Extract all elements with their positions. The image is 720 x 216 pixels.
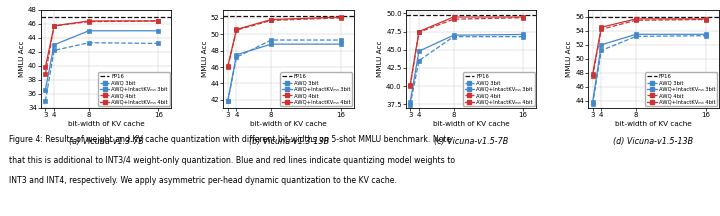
Y-axis label: MMLU Acc: MMLU Acc [19, 41, 25, 77]
Legend: FP16, AWQ 3bit, AWQ+IntactKVₘₙ 3bit, AWQ 4bit, AWQ+IntactKVₘₙ 4bit: FP16, AWQ 3bit, AWQ+IntactKVₘₙ 3bit, AWQ… [98, 72, 170, 106]
Text: INT3 and INT4, respectively. We apply asymmetric per-head dynamic quantization t: INT3 and INT4, respectively. We apply as… [9, 176, 397, 185]
Legend: FP16, AWQ 3bit, AWQ+IntactKVₘₙ 3bit, AWQ 4bit, AWQ+IntactKVₘₙ 4bit: FP16, AWQ 3bit, AWQ+IntactKVₘₙ 3bit, AWQ… [645, 72, 717, 106]
Legend: FP16, AWQ 3bit, AWQ+IntactKVₘₙ 3bit, AWQ 4bit, AWQ+IntactKVₘₙ 4bit: FP16, AWQ 3bit, AWQ+IntactKVₘₙ 3bit, AWQ… [281, 72, 352, 106]
Legend: FP16, AWQ 3bit, AWQ+IntactKVₘₙ 3bit, AWQ 4bit, AWQ+IntactKVₘₙ 4bit: FP16, AWQ 3bit, AWQ+IntactKVₘₙ 3bit, AWQ… [463, 72, 534, 106]
Text: (d) Vicuna-v1.5-13B: (d) Vicuna-v1.5-13B [613, 138, 693, 146]
X-axis label: bit-width of KV cache: bit-width of KV cache [433, 121, 509, 127]
Y-axis label: MMLU Acc: MMLU Acc [377, 41, 383, 77]
X-axis label: bit-width of KV cache: bit-width of KV cache [615, 121, 692, 127]
Y-axis label: MMLU Acc: MMLU Acc [202, 41, 207, 77]
Y-axis label: MMLU Acc: MMLU Acc [567, 41, 572, 77]
Text: Figure 4: Results of weight and KV cache quantization with different bit-widths : Figure 4: Results of weight and KV cache… [9, 135, 451, 144]
Text: (c) Vicuna-v1.5-7B: (c) Vicuna-v1.5-7B [434, 138, 508, 146]
Text: that this is additional to INT3/4 weight-only quantization. Blue and red lines i: that this is additional to INT3/4 weight… [9, 156, 454, 165]
X-axis label: bit-width of KV cache: bit-width of KV cache [251, 121, 327, 127]
X-axis label: bit-width of KV cache: bit-width of KV cache [68, 121, 145, 127]
Text: (a) Vicuna-v1.3-7B: (a) Vicuna-v1.3-7B [69, 138, 143, 146]
Text: (b) Vicuna-v1.3-13B: (b) Vicuna-v1.3-13B [248, 138, 328, 146]
